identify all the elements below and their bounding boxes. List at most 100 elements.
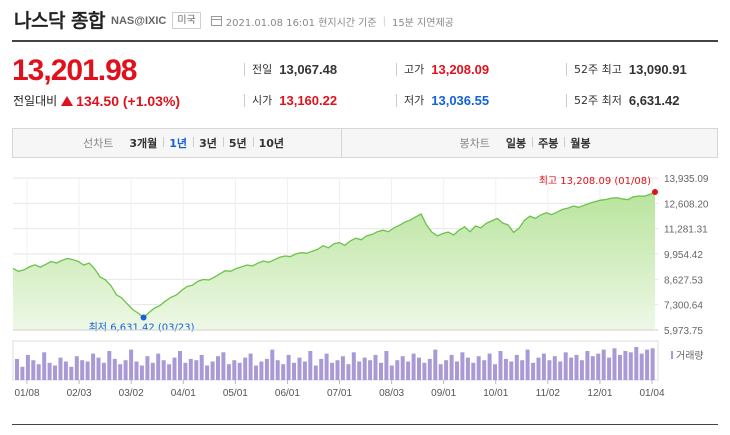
volume-bar: [525, 349, 530, 380]
stat-label: 저가: [404, 94, 425, 107]
high-marker: [652, 188, 658, 195]
volume-bar: [80, 360, 85, 380]
volume-bar: [183, 362, 188, 380]
volume-bar: [444, 360, 449, 380]
index-title: 나스닥 종합: [14, 9, 106, 32]
volume-bar: [74, 356, 79, 380]
volume-bar: [139, 365, 144, 380]
volume-bar: [368, 360, 373, 380]
x-tick-label: 09/01: [431, 388, 456, 399]
index-header: 나스닥 종합 NAS@IXIC 미국 2021.01.08 16:01 현지시간…: [14, 6, 454, 32]
volume-bar: [585, 351, 590, 380]
volume-bar: [395, 360, 400, 380]
volume-bar: [645, 349, 650, 380]
stat-divider: [396, 93, 397, 107]
volume-bar: [346, 364, 351, 380]
volume-bar: [455, 361, 459, 380]
volume-bar: [650, 348, 655, 380]
volume-bar: [351, 352, 356, 380]
low-annotation: 최저 6,631.42 (03/23): [89, 321, 195, 333]
high-annotation: 최고 13,208.09 (01/08): [539, 175, 651, 187]
volume-bar: [53, 365, 57, 380]
volume-bar: [313, 365, 318, 380]
chart-tab-bar: 선차트 3개월 1년 3년 5년 10년 봉차트 일봉 주봉 월봉: [12, 128, 718, 158]
price-area: [13, 192, 655, 330]
stat-value: 13,160.22: [279, 92, 338, 108]
volume-bar: [63, 361, 68, 380]
volume-bar: [292, 362, 296, 380]
volume-bar: [411, 353, 416, 380]
volume-label: 거래량: [676, 350, 704, 362]
volume-bar: [400, 356, 405, 380]
stat-value: 13,090.91: [628, 61, 687, 77]
volume-bar: [199, 354, 204, 380]
volume-bar: [270, 349, 275, 380]
y-tick-label: 12,608.20: [664, 199, 709, 210]
volume-bar: [248, 353, 253, 380]
volume-bar: [476, 356, 481, 380]
y-tick-label: 5,973.75: [664, 326, 703, 337]
timestamp: 2021.01.08 16:01 현지시간 기준: [225, 17, 377, 29]
market-badge: 미국: [172, 12, 201, 29]
volume-bar: [47, 362, 52, 380]
volume-bar: [552, 356, 557, 380]
volume-bar: [628, 352, 633, 380]
volume-bar: [531, 362, 536, 380]
volume-bar: [243, 357, 248, 380]
volume-bar: [101, 362, 106, 380]
price-chart[interactable]: 13,935.09 12,608.20 11,281.31 9,954.42 8,627…: [0, 158, 730, 418]
stat-open: 시가 13,160.22: [244, 92, 337, 108]
volume-bar: [254, 365, 258, 380]
tab-5-years[interactable]: 5년: [222, 135, 253, 151]
volume-bar: [297, 357, 302, 380]
volume-bar: [172, 357, 177, 380]
volume-bar: [36, 364, 41, 380]
volume-bar: [286, 354, 291, 380]
stat-divider: [244, 93, 245, 107]
x-tick-label: 07/01: [327, 388, 352, 399]
volume-bar: [596, 353, 601, 380]
volume-bar: [417, 357, 421, 380]
tab-weekly[interactable]: 주봉: [532, 135, 564, 151]
volume-bar: [639, 353, 644, 380]
candle-chart-tabs: 봉차트 일봉 주봉 월봉: [342, 129, 718, 157]
tab-3-years[interactable]: 3년: [193, 135, 223, 151]
volume-bar: [471, 362, 476, 380]
stat-52w-low: 52주 최저 6,631.42: [566, 92, 679, 108]
top-divider: [12, 40, 718, 42]
volume-bar: [20, 366, 25, 380]
low-marker: [140, 314, 147, 321]
volume-bar: [15, 358, 19, 380]
volume-bar: [31, 360, 36, 380]
volume-bar: [558, 361, 563, 380]
volume-bar: [384, 351, 389, 380]
volume-bar: [449, 354, 454, 380]
volume-bar: [514, 354, 519, 380]
volume-bar: [134, 361, 139, 380]
volume-bar: [547, 360, 552, 380]
volume-bar: [210, 361, 215, 380]
tab-monthly[interactable]: 월봉: [564, 135, 596, 151]
stat-label: 52주 최저: [574, 94, 622, 107]
change-value: 134.50 (+1.03%): [76, 92, 181, 109]
x-tick-label: 10/01: [483, 388, 508, 399]
volume-bar: [509, 361, 514, 380]
volume-bar: [569, 357, 574, 380]
y-tick-label: 13,935.09: [664, 174, 709, 185]
current-price: 13,201.98: [12, 54, 137, 87]
volume-bar: [150, 362, 155, 380]
stat-52w-high: 52주 최고 13,090.91: [566, 61, 687, 77]
volume-bar: [607, 357, 612, 380]
volume-bar: [123, 360, 128, 380]
tab-10-years[interactable]: 10년: [252, 135, 290, 151]
bottom-divider: [12, 424, 718, 425]
tab-1-year[interactable]: 1년: [163, 135, 193, 151]
volume-bar: [85, 361, 90, 380]
x-tick-label: 02/03: [67, 388, 92, 399]
tab-daily[interactable]: 일봉: [505, 137, 527, 150]
volume-bar: [373, 354, 378, 380]
volume-bar: [281, 364, 286, 380]
volume-bar: [498, 351, 503, 380]
volume-bar: [129, 349, 134, 380]
tab-3-months[interactable]: 3개월: [129, 137, 158, 150]
